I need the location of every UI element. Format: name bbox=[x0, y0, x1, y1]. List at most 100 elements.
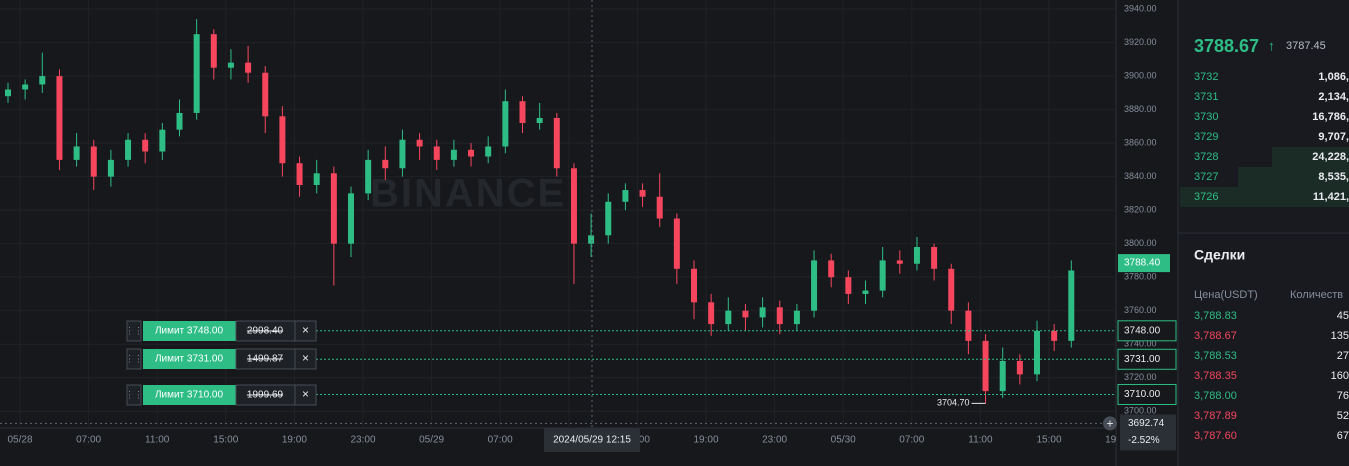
candle-body bbox=[433, 146, 440, 160]
order-cancel-box[interactable] bbox=[294, 348, 317, 370]
order-handle[interactable] bbox=[126, 320, 142, 342]
y-tick-label: 3900.00 bbox=[1124, 70, 1157, 80]
trade-price: 3,788.35 bbox=[1194, 370, 1237, 382]
candle-body bbox=[56, 76, 63, 160]
y-tick-label: 3820.00 bbox=[1124, 205, 1157, 215]
candle-body bbox=[673, 218, 680, 269]
x-tick-label: 15:00 bbox=[1036, 435, 1061, 446]
trades-header: Цена(USDT) bbox=[1194, 289, 1258, 301]
order-label-box[interactable] bbox=[143, 385, 236, 405]
candle-body bbox=[725, 310, 732, 325]
low-marker-label: 3704.70 bbox=[937, 398, 970, 408]
candle-body bbox=[107, 159, 114, 177]
y-tick-label: 3740.00 bbox=[1124, 339, 1157, 349]
crosshair-price-box bbox=[1120, 414, 1176, 451]
book-price: 3727 bbox=[1194, 171, 1218, 183]
y-tick-label: 3720.00 bbox=[1124, 372, 1157, 382]
trade-qty: 52 bbox=[1337, 410, 1349, 422]
y-tick-label: 3760.00 bbox=[1124, 305, 1157, 315]
add-alert-icon: + bbox=[1106, 417, 1113, 431]
order-handle[interactable] bbox=[126, 348, 142, 370]
crosshair-price: 3692.74 bbox=[1128, 418, 1165, 429]
candle-body bbox=[845, 277, 852, 294]
book-qty: 24,228, bbox=[1312, 151, 1349, 163]
order-label-box[interactable] bbox=[143, 321, 236, 341]
y-tick-label: 3940.00 bbox=[1124, 3, 1157, 13]
candle-body bbox=[416, 139, 423, 147]
trade-price: 3,787.60 bbox=[1194, 430, 1237, 442]
order-price-label: 3748.00 bbox=[1124, 325, 1161, 336]
candle-body bbox=[159, 129, 166, 152]
crosshair-change: -2.52% bbox=[1128, 435, 1160, 446]
order-label-box[interactable] bbox=[143, 349, 236, 369]
trades-header: Количеств bbox=[1290, 289, 1343, 301]
y-tick-label: 3860.00 bbox=[1124, 137, 1157, 147]
ticker-arrow: ↑ bbox=[1268, 38, 1275, 54]
candle-body bbox=[793, 310, 800, 325]
x-tick-label: 23:00 bbox=[350, 435, 375, 446]
overlay: 3940.00 3920.00 3900.00 3880.00 3860.00 3840.… bbox=[0, 0, 1349, 452]
x-tick-label: 05/28 bbox=[7, 435, 32, 446]
candle-body bbox=[39, 76, 46, 85]
book-price: 3730 bbox=[1194, 111, 1218, 123]
order-label: Лимит 3731.00 bbox=[155, 354, 224, 365]
candle-body bbox=[913, 247, 920, 264]
trade-price: 3,788.53 bbox=[1194, 350, 1237, 362]
trade-price: 3,787.89 bbox=[1194, 410, 1237, 422]
candle-body bbox=[210, 34, 217, 68]
x-tick-label: 07:00 bbox=[488, 435, 513, 446]
order-cancel: × bbox=[302, 387, 309, 401]
book-qty: 9,707, bbox=[1318, 131, 1349, 143]
candle-body bbox=[348, 193, 354, 244]
order-price-box bbox=[1117, 383, 1177, 405]
book-qty: 2,134, bbox=[1318, 91, 1349, 103]
candle-body bbox=[622, 190, 629, 202]
last-price-label: 3788.40 bbox=[1124, 258, 1161, 269]
candle-body bbox=[759, 307, 766, 318]
candle-body bbox=[142, 139, 149, 152]
candle-body bbox=[1034, 330, 1040, 375]
candle-body bbox=[931, 247, 938, 269]
candle-body bbox=[296, 163, 303, 186]
candle-body bbox=[502, 101, 509, 147]
candle-body bbox=[399, 139, 406, 169]
candle-body bbox=[708, 302, 715, 325]
order-cancel: × bbox=[302, 323, 309, 337]
candle-body bbox=[450, 149, 457, 160]
candle-body bbox=[176, 112, 183, 130]
candle-body bbox=[227, 62, 234, 68]
candle-body bbox=[330, 173, 337, 244]
candle-body bbox=[1016, 360, 1023, 375]
candle-body bbox=[22, 84, 29, 90]
order-price-box bbox=[1117, 348, 1177, 370]
candle-body bbox=[999, 360, 1006, 392]
x-tick-label: 05/30 bbox=[831, 435, 856, 446]
order-handle-icon: ⋮⋮ bbox=[125, 353, 143, 363]
order-cancel: × bbox=[302, 351, 309, 365]
candle-body bbox=[382, 159, 389, 169]
ticker-mark: 3787.45 bbox=[1286, 40, 1326, 52]
x-tick-label: 19:00 bbox=[282, 435, 307, 446]
trade-qty: 160 bbox=[1331, 370, 1349, 382]
order-handle[interactable] bbox=[126, 384, 142, 406]
last-price-tag bbox=[1118, 254, 1170, 273]
trade-qty: 76 bbox=[1337, 390, 1349, 402]
candle-body bbox=[656, 196, 663, 219]
candle-body bbox=[245, 62, 252, 73]
y-tick-label: 3880.00 bbox=[1124, 104, 1157, 114]
candle-body bbox=[1068, 270, 1075, 341]
order-cancel-box[interactable] bbox=[294, 384, 317, 406]
candle-body bbox=[896, 260, 903, 264]
order-price-label: 3710.00 bbox=[1124, 389, 1161, 400]
candle-body bbox=[553, 117, 560, 169]
y-tick-label: 3780.00 bbox=[1124, 272, 1157, 282]
add-alert-button[interactable] bbox=[1103, 416, 1117, 431]
candle-body bbox=[262, 72, 269, 117]
candle-body bbox=[605, 201, 612, 236]
order-cancel-box[interactable] bbox=[294, 320, 317, 342]
book-price: 3729 bbox=[1194, 131, 1218, 143]
y-tick-label: 3700.00 bbox=[1124, 406, 1157, 416]
trade-qty: 27 bbox=[1337, 350, 1349, 362]
y-tick-label: 3920.00 bbox=[1124, 37, 1157, 47]
